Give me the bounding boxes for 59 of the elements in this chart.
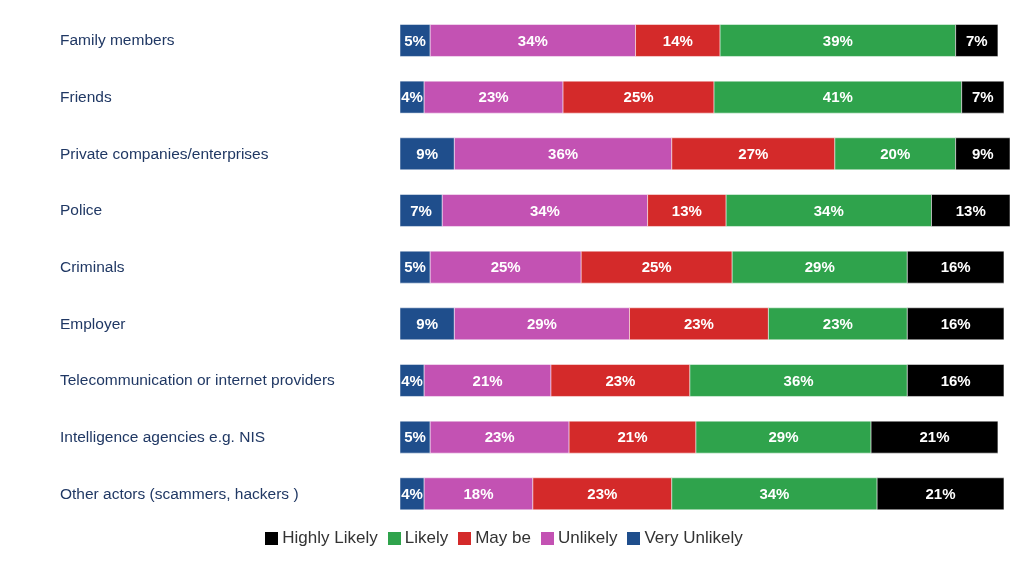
data-label: 9% — [416, 315, 439, 333]
data-label: 34% — [529, 201, 560, 219]
data-label: 21% — [617, 428, 648, 446]
data-label: 4% — [401, 88, 423, 106]
data-label: 25% — [641, 258, 672, 276]
y-tick-label: Other actors (scammers, hackers ) — [60, 484, 299, 502]
y-tick-label: Family members — [60, 31, 175, 49]
data-label: 21% — [472, 371, 503, 389]
data-label: 29% — [768, 428, 799, 446]
data-label: 7% — [965, 31, 988, 49]
data-label: 13% — [671, 201, 702, 219]
data-label: 34% — [813, 201, 844, 219]
data-label: 34% — [759, 485, 790, 503]
data-label: 29% — [804, 258, 835, 276]
data-label: 34% — [517, 31, 548, 49]
y-tick-label: Criminals — [60, 258, 125, 275]
data-label: 9% — [416, 145, 439, 163]
data-label: 36% — [548, 145, 579, 163]
y-tick-label: Intelligence agencies e.g. NIS — [60, 428, 266, 445]
y-tick-label: Private companies/enterprises — [60, 144, 269, 162]
data-label: 23% — [587, 485, 618, 503]
data-label: 9% — [971, 145, 994, 163]
data-label: 7% — [410, 201, 432, 219]
data-label: 21% — [919, 428, 950, 446]
data-label: 5% — [404, 31, 426, 49]
data-label: 25% — [490, 258, 521, 276]
data-label: 21% — [925, 485, 956, 503]
data-label: 23% — [478, 88, 509, 106]
data-label: 23% — [683, 315, 714, 333]
data-label: 41% — [822, 88, 853, 106]
legend-label: Unlikely — [557, 528, 618, 547]
data-label: 16% — [940, 258, 971, 276]
y-tick-label: Friends — [60, 88, 112, 105]
data-label: 27% — [738, 145, 769, 163]
data-label: 14% — [662, 31, 693, 49]
data-label: 23% — [605, 371, 636, 389]
data-label: 13% — [955, 201, 986, 219]
legend-label: Likely — [404, 528, 449, 547]
data-label: 23% — [822, 315, 853, 333]
y-tick-label: Police — [60, 201, 103, 219]
data-label: 29% — [526, 315, 557, 333]
legend-label: Very Unlikely — [644, 528, 743, 547]
data-label: 16% — [940, 371, 971, 389]
legend-label: May be — [475, 528, 531, 547]
data-label: 20% — [880, 145, 911, 163]
legend-label: Highly Likely — [282, 528, 378, 547]
data-label: 39% — [822, 31, 853, 49]
data-label: 4% — [401, 371, 423, 389]
y-tick-label: Telecommunication or internet providers — [60, 371, 336, 389]
data-label: 36% — [783, 371, 814, 389]
y-tick-label: Employer — [60, 314, 126, 332]
data-label: 5% — [404, 428, 426, 446]
data-label: 16% — [940, 315, 971, 333]
data-label: 18% — [463, 485, 494, 503]
data-label: 4% — [401, 485, 423, 503]
data-label: 23% — [484, 428, 515, 446]
data-label: 25% — [623, 88, 654, 106]
data-label: 5% — [404, 258, 426, 276]
data-label: 7% — [971, 88, 994, 106]
